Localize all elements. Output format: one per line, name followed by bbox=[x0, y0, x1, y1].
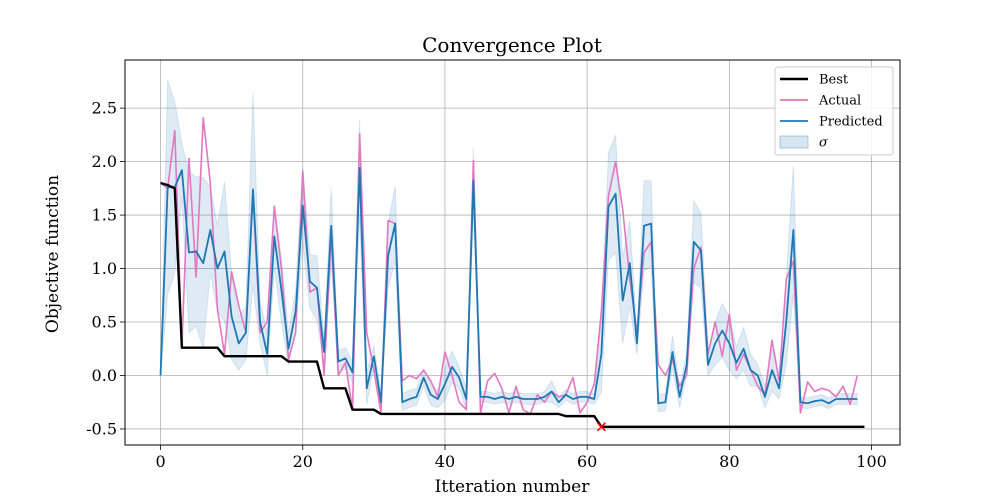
y-axis-label: Objective function bbox=[43, 175, 63, 333]
best-point-marker bbox=[596, 422, 606, 432]
y-tick-label: 0.5 bbox=[92, 313, 117, 332]
plot-frame bbox=[124, 59, 901, 446]
legend-label-sigma: σ bbox=[819, 136, 829, 151]
legend-label-actual: Actual bbox=[818, 94, 861, 109]
x-tick-label: 80 bbox=[719, 452, 739, 471]
predicted-line bbox=[159, 167, 858, 405]
x-axis-label: Itteration number bbox=[435, 477, 591, 497]
y-tick-label: 1.5 bbox=[92, 206, 117, 225]
ticks-layer: 0 20 40 60 80 100 -0.5 0.0 0.5 1.0 1.5 2.0 2.5 bbox=[86, 99, 887, 471]
x-tick-label: 60 bbox=[577, 452, 597, 471]
x-tick-label: 20 bbox=[293, 452, 313, 471]
legend-box bbox=[774, 66, 894, 156]
legend-label-predicted: Predicted bbox=[819, 115, 883, 130]
legend-items: Best Actual Predicted σ bbox=[779, 73, 883, 151]
y-tick-label: -0.5 bbox=[86, 419, 117, 438]
x-tick-label: 100 bbox=[856, 452, 887, 471]
legend: Best Actual Predicted σ bbox=[774, 66, 894, 156]
grid-lines bbox=[125, 60, 900, 445]
y-tick-label: 1.0 bbox=[92, 259, 117, 278]
chart-title: Convergence Plot bbox=[422, 33, 602, 57]
best-line bbox=[160, 181, 865, 429]
legend-swatch-sigma bbox=[779, 135, 809, 149]
series-layer bbox=[159, 116, 865, 432]
y-tick-label: 2.0 bbox=[92, 152, 117, 171]
axes-frame bbox=[124, 59, 901, 446]
legend-label-best: Best bbox=[819, 73, 849, 88]
x-tick-label: 0 bbox=[155, 452, 165, 471]
y-tick-label: 0.0 bbox=[92, 366, 117, 385]
x-tick-label: 40 bbox=[435, 452, 455, 471]
y-tick-label: 2.5 bbox=[92, 99, 117, 118]
